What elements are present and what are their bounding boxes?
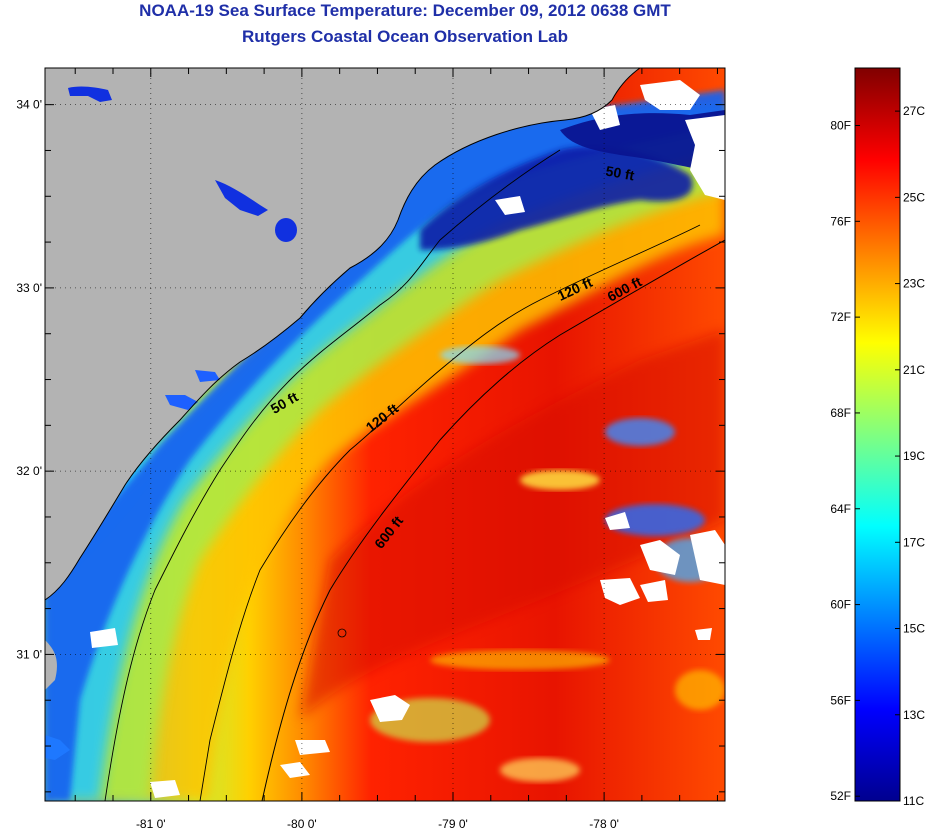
map-frame [44, 67, 726, 802]
axis-tick-labels: -81 0' -80 0' -79 0' -78 0' 34 0' 33 0' 32 0' 3… [16, 98, 619, 831]
cloud-patch [150, 780, 180, 798]
shelf-warm-band [45, 119, 725, 801]
cloud-patch [685, 115, 725, 200]
cloud-patch [640, 80, 700, 110]
lat-tick-label: 33 0' [16, 281, 42, 295]
isobath-50ft [104, 149, 561, 801]
cool-eddy [520, 470, 600, 490]
colorbar-f-label: 68F [830, 406, 851, 420]
colorbar-labels: 11C 13C 15C 17C 19C 21C 23C 25C 27C 52F 56F 60F 64F 6… [830, 104, 925, 808]
cloud-patch [90, 628, 118, 648]
cool-eddy [605, 418, 675, 446]
colorbar-f-label: 76F [830, 214, 851, 228]
colorbar-f-label: 56F [830, 693, 851, 707]
colorbar-c-label: 19C [903, 449, 925, 463]
inland-lake [165, 395, 198, 410]
colorbar [854, 67, 901, 802]
colorbar-c-label: 11C [903, 794, 924, 808]
cloud-patch [640, 540, 680, 575]
map-subtitle: Rutgers Coastal Ocean Observation Lab [242, 27, 568, 46]
colorbar-f-label: 64F [830, 502, 851, 516]
cloud-mask [90, 80, 725, 798]
cool-eddy [675, 670, 725, 710]
colorbar-ticks [855, 110, 900, 802]
cloud-patch [370, 695, 410, 722]
cool-eddy [500, 758, 580, 782]
isobath-600ft [261, 239, 725, 801]
colorbar-c-label: 23C [903, 277, 925, 291]
cloud-patch [605, 512, 630, 530]
lat-tick-label: 32 0' [16, 464, 42, 478]
lat-lon-grid [45, 68, 725, 801]
lon-tick-label: -79 0' [438, 817, 468, 831]
lon-tick-label: -81 0' [136, 817, 166, 831]
colorbar-c-label: 17C [903, 535, 925, 549]
colorbar-c-label: 21C [903, 363, 925, 377]
coastline [45, 68, 641, 601]
cloud-patch [640, 580, 668, 602]
lon-tick-label: -80 0' [287, 817, 317, 831]
inland-water [45, 735, 70, 760]
cloud-patch [495, 196, 525, 215]
lon-tick-label: -78 0' [589, 817, 619, 831]
colorbar-f-label: 60F [830, 598, 851, 612]
colorbar-c-label: 25C [903, 190, 925, 204]
inland-lake [275, 218, 297, 242]
inland-lake [215, 180, 268, 216]
land-mass [45, 68, 640, 600]
cloud-patch [690, 530, 725, 585]
cool-eddy [440, 346, 520, 364]
cloud-patch [295, 740, 330, 755]
colorbar-c-label: 27C [903, 104, 925, 118]
colorbar-c-label: 13C [903, 708, 925, 722]
lat-tick-label: 31 0' [16, 647, 42, 661]
land-mass [45, 640, 57, 690]
isobath-ring [337, 628, 347, 638]
cool-eddy [430, 650, 610, 670]
isobath-label: 50 ft [605, 163, 636, 184]
colorbar-f-label: 80F [830, 118, 851, 132]
cloud-patch [280, 762, 310, 778]
map-title: NOAA-19 Sea Surface Temperature: Decembe… [139, 1, 671, 20]
axis-ticks [45, 68, 725, 801]
cloud-patch [600, 578, 640, 605]
inland-lake [68, 86, 112, 102]
inland-lake [195, 370, 220, 382]
lat-tick-label: 34 0' [16, 98, 42, 112]
cloud-patch [695, 628, 712, 640]
colorbar-c-label: 15C [903, 622, 925, 636]
colorbar-f-label: 72F [830, 310, 851, 324]
isobath-120ft [199, 224, 701, 801]
colorbar-f-label: 52F [830, 789, 851, 803]
cold-water-patch [420, 146, 693, 250]
